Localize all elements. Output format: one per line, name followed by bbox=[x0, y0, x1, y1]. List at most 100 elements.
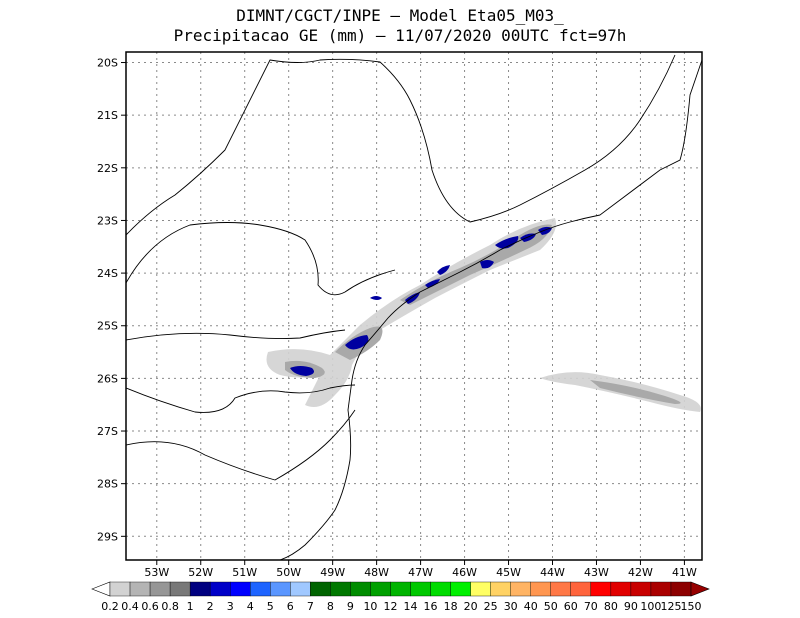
colorbar-swatch bbox=[610, 581, 632, 597]
lat-label: 24S bbox=[97, 267, 118, 280]
colorbar-label: 30 bbox=[504, 600, 518, 613]
colorbar-swatch bbox=[430, 581, 451, 597]
colorbar-swatch bbox=[410, 581, 431, 597]
title-line-1: DIMNT/CGCT/INPE – Model Eta05_M03_ bbox=[236, 6, 564, 25]
colorbar-swatch bbox=[650, 581, 672, 597]
colorbar-swatch bbox=[450, 581, 471, 597]
lat-label: 22S bbox=[97, 162, 118, 175]
colorbar-label: 60 bbox=[564, 600, 578, 613]
colorbar-label: 10 bbox=[363, 600, 377, 613]
boundaries bbox=[126, 54, 702, 560]
lat-label: 28S bbox=[97, 478, 118, 491]
colorbar-swatch bbox=[129, 581, 151, 597]
colorbar-label: 7 bbox=[307, 600, 314, 613]
lat-label: 27S bbox=[97, 425, 118, 438]
precip-navy bbox=[290, 226, 552, 376]
colorbar-label: 80 bbox=[604, 600, 618, 613]
lon-label: 49W bbox=[320, 566, 345, 579]
colorbar-swatch bbox=[290, 581, 311, 597]
colorbar-swatch bbox=[169, 581, 191, 597]
state-border-south-1 bbox=[126, 384, 356, 413]
colorbar-label: 8 bbox=[327, 600, 334, 613]
lon-label: 52W bbox=[188, 566, 213, 579]
colorbar-swatch bbox=[270, 581, 291, 597]
colorbar-label: 9 bbox=[347, 600, 354, 613]
lon-label: 46W bbox=[452, 566, 477, 579]
state-border-west bbox=[126, 329, 346, 341]
colorbar-high-end bbox=[690, 581, 710, 597]
map-frame bbox=[125, 51, 703, 561]
colorbar-label: 0.2 bbox=[101, 600, 119, 613]
colorbar-swatch bbox=[149, 581, 171, 597]
colorbar-label: 12 bbox=[383, 600, 397, 613]
colorbar-label: 70 bbox=[584, 600, 598, 613]
lon-label: 43W bbox=[584, 566, 609, 579]
lat-label: 23S bbox=[97, 214, 118, 227]
colorbar-label: 40 bbox=[524, 600, 538, 613]
colorbar-label: 125 bbox=[660, 600, 681, 613]
colorbar-label: 3 bbox=[227, 600, 234, 613]
colorbar-label: 16 bbox=[424, 600, 438, 613]
lat-label: 26S bbox=[97, 372, 118, 385]
lon-label: 41W bbox=[672, 566, 697, 579]
colorbar-label: 0.4 bbox=[121, 600, 139, 613]
colorbar-label: 25 bbox=[484, 600, 498, 613]
colorbar-swatch bbox=[330, 581, 351, 597]
colorbar-label: 2 bbox=[207, 600, 214, 613]
colorbar-label: 18 bbox=[444, 600, 458, 613]
colorbar-label: 50 bbox=[544, 600, 558, 613]
colorbar-label: 100 bbox=[640, 600, 661, 613]
colorbar-swatch bbox=[109, 581, 131, 597]
colorbar: 0.2 0.4 0.6 0.8 1 2 3 4 5 6 7 8 9 10 12 14 16 18 20 25 30 40 5… bbox=[91, 581, 710, 613]
colorbar-swatch bbox=[590, 581, 612, 597]
colorbar-label: 0.6 bbox=[141, 600, 159, 613]
colorbar-swatch bbox=[470, 581, 491, 597]
colorbar-label: 14 bbox=[404, 600, 418, 613]
colorbar-swatch bbox=[350, 581, 371, 597]
colorbar-label: 0.8 bbox=[161, 600, 179, 613]
colorbar-label: 6 bbox=[287, 600, 294, 613]
colorbar-label: 150 bbox=[681, 600, 702, 613]
colorbar-swatch bbox=[370, 581, 391, 597]
precipitation-field bbox=[266, 218, 701, 412]
state-border-mid bbox=[126, 222, 396, 296]
colorbar-label: 5 bbox=[267, 600, 274, 613]
lon-label: 50W bbox=[276, 566, 301, 579]
colorbar-label: 20 bbox=[464, 600, 478, 613]
precip-mid-gray bbox=[285, 224, 681, 404]
colorbar-swatch bbox=[209, 581, 231, 597]
longitude-labels: 53W 52W 51W 50W 49W 48W 47W 46W 45W 44W 43W 42W 41W bbox=[144, 560, 697, 579]
colorbar-swatch bbox=[250, 581, 271, 597]
lon-label: 48W bbox=[364, 566, 389, 579]
colorbar-label: 4 bbox=[247, 600, 254, 613]
colorbar-swatch bbox=[189, 581, 211, 597]
colorbar-swatch bbox=[230, 581, 251, 597]
colorbar-swatch bbox=[550, 581, 571, 597]
colorbar-label: 1 bbox=[187, 600, 194, 613]
latitude-labels: 20S 21S 22S 23S 24S 25S 26S 27S 28S 29S bbox=[97, 57, 126, 543]
colorbar-swatch bbox=[670, 581, 692, 597]
lat-label: 25S bbox=[97, 320, 118, 333]
lat-label: 20S bbox=[97, 57, 118, 70]
colorbar-swatch bbox=[630, 581, 652, 597]
lon-label: 42W bbox=[628, 566, 653, 579]
lat-label: 21S bbox=[97, 109, 118, 122]
lon-label: 45W bbox=[496, 566, 521, 579]
colorbar-swatch bbox=[570, 581, 592, 597]
colorbar-low-end bbox=[91, 581, 111, 597]
colorbar-swatch bbox=[390, 581, 411, 597]
colorbar-swatch bbox=[510, 581, 531, 597]
state-border-south-2 bbox=[126, 409, 356, 481]
coastline bbox=[279, 59, 702, 560]
colorbar-label: 90 bbox=[624, 600, 638, 613]
colorbar-swatch bbox=[530, 581, 551, 597]
state-border-north bbox=[126, 54, 676, 236]
colorbar-swatch bbox=[310, 581, 331, 597]
lon-label: 53W bbox=[144, 566, 169, 579]
lon-label: 51W bbox=[232, 566, 257, 579]
precip-light-gray bbox=[266, 218, 701, 412]
lon-label: 44W bbox=[540, 566, 565, 579]
colorbar-swatch bbox=[490, 581, 511, 597]
title-line-2: Precipitacao GE (mm) – 11/07/2020 00UTC … bbox=[173, 26, 627, 45]
